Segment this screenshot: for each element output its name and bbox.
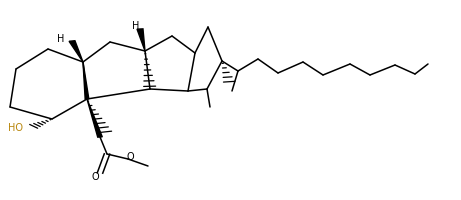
Polygon shape [83, 63, 89, 100]
Polygon shape [137, 30, 145, 52]
Text: O: O [126, 151, 134, 161]
Text: HO: HO [8, 122, 24, 132]
Text: H: H [57, 34, 64, 44]
Text: H: H [132, 21, 139, 31]
Text: O: O [92, 171, 99, 181]
Polygon shape [69, 42, 83, 63]
Polygon shape [87, 100, 102, 137]
